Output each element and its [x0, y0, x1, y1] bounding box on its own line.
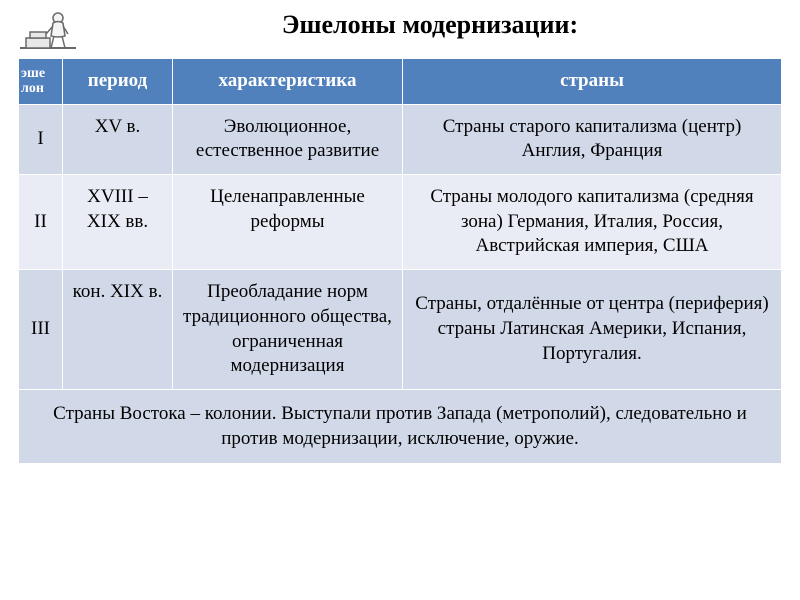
table-row: III кон. XIX в. Преобладание норм традиц…	[19, 270, 782, 390]
cell-echelon: I	[19, 104, 63, 174]
footer-cell: Страны Востока – колонии. Выступали прот…	[19, 389, 782, 463]
cell-period: кон. XIX в.	[63, 270, 173, 390]
cell-period: XVIII – XIX вв.	[63, 175, 173, 270]
slide-title: Эшелоны модернизации:	[78, 8, 782, 40]
slide-container: Эшелоны модернизации: эше лон период хар…	[0, 0, 800, 464]
echelons-table: эше лон период характеристика страны I X…	[18, 58, 782, 464]
cell-char: Целенаправленные реформы	[173, 175, 403, 270]
table-row: II XVIII – XIX вв. Целенаправленные рефо…	[19, 175, 782, 270]
cell-echelon: III	[19, 270, 63, 390]
cell-echelon: II	[19, 175, 63, 270]
cell-char: Преобладание норм традиционного общества…	[173, 270, 403, 390]
table-header-row: эше лон период характеристика страны	[19, 59, 782, 105]
cell-countries: Страны старого капитализма (центр) Англи…	[403, 104, 782, 174]
col-header-echelon: эше лон	[19, 59, 63, 105]
cell-countries: Страны, отдалённые от центра (периферия)…	[403, 270, 782, 390]
table-footer-row: Страны Востока – колонии. Выступали прот…	[19, 389, 782, 463]
col-header-countries: страны	[403, 59, 782, 105]
cell-period: XV в.	[63, 104, 173, 174]
col-header-period: период	[63, 59, 173, 105]
col-header-char: характеристика	[173, 59, 403, 105]
table-row: I XV в. Эволюционное, естественное разви…	[19, 104, 782, 174]
header-row: Эшелоны модернизации:	[18, 8, 782, 52]
cell-char: Эволюционное, естественное развитие	[173, 104, 403, 174]
cell-countries: Страны молодого капитализма (средняя зон…	[403, 175, 782, 270]
person-at-desk-icon	[18, 8, 78, 52]
